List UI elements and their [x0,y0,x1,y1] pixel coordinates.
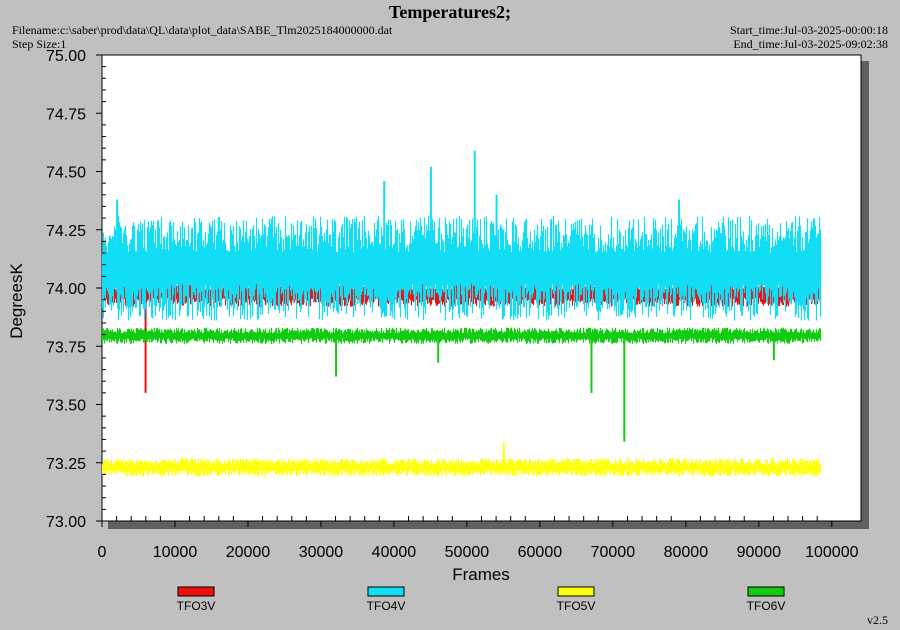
y-tick-label: 74.75 [46,106,86,123]
y-tick-label: 74.00 [46,281,86,298]
series-layer [101,150,822,477]
legend-item-tfo3v: TFO3V [177,586,216,613]
legend-swatch [747,586,785,597]
legend-item-tfo4v: TFO4V [367,586,406,613]
legend-label: TFO3V [177,599,216,613]
x-tick-label: 40000 [372,544,417,561]
x-tick-label: 10000 [153,544,198,561]
chart-title: Temperatures2; [389,2,511,22]
y-tick-label: 73.50 [46,398,86,415]
x-tick-label: 30000 [299,544,344,561]
x-tick-label: 70000 [591,544,636,561]
filename-label: Filename:c:\saber\prod\data\QL\data\plot… [12,23,393,37]
y-axis-ticks: 73.00 73.25 73.50 73.75 74.00 74.25 74.50 74.75… [46,48,106,531]
legend: TFO3V TFO4V TFO5V TFO6V [177,586,786,613]
x-tick-label: 90000 [737,544,782,561]
legend-label: TFO4V [367,599,406,613]
x-axis-title: Frames [452,565,510,584]
y-tick-label: 73.75 [46,339,86,356]
x-tick-label: 60000 [518,544,563,561]
start-time-label: Start_time:Jul-03-2025-00:00:18 [730,23,888,37]
series-tfo5v [101,441,822,477]
legend-item-tfo6v: TFO6V [747,586,786,613]
series-tfo4v [101,150,822,321]
x-axis-ticks: 0 10000 20000 30000 40000 50000 60000 70000 8000… [98,516,859,561]
x-tick-label: 100000 [805,544,858,561]
legend-swatch [367,586,405,597]
x-tick-label: 0 [98,544,107,561]
y-tick-label: 73.25 [46,456,86,473]
x-tick-label: 20000 [226,544,271,561]
legend-label: TFO6V [747,599,786,613]
version-label: v2.5 [867,613,888,627]
legend-label: TFO5V [557,599,596,613]
legend-item-tfo5v: TFO5V [557,586,596,613]
legend-swatch [557,586,595,597]
series-tfo6v [101,327,822,442]
y-tick-label: 75.00 [46,48,86,65]
series-band-tfo5v [101,458,822,477]
series-band-tfo6v [101,327,822,344]
x-tick-label: 50000 [445,544,490,561]
end-time-label: End_time:Jul-03-2025-09:02:38 [733,37,888,51]
step-size-label: Step Size:1 [12,37,67,51]
y-tick-label: 73.00 [46,514,86,531]
legend-swatch [177,586,215,597]
series-band-tfo4v [101,215,822,321]
y-tick-label: 74.25 [46,223,86,240]
y-axis-title: DegreesK [7,263,26,339]
x-tick-label: 80000 [664,544,709,561]
y-tick-label: 74.50 [46,165,86,182]
